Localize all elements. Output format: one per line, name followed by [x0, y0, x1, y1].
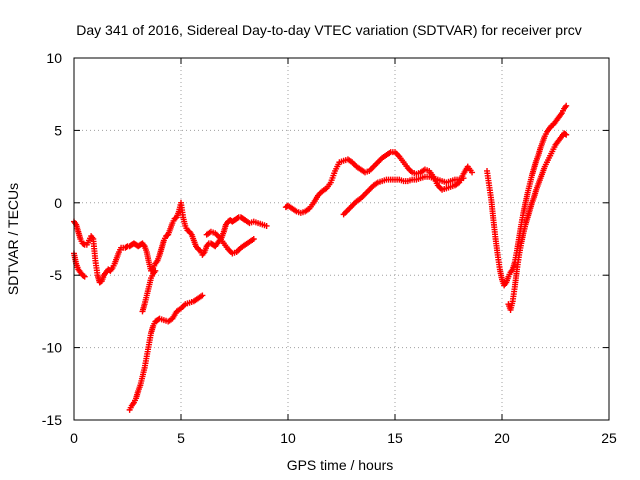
x-tick-label: 25: [601, 430, 617, 446]
data-marks: [71, 102, 570, 413]
data-point: [563, 102, 570, 109]
x-tick-label: 15: [387, 430, 403, 446]
x-tick-labels: 0 5 10 15 20 25: [70, 430, 617, 446]
data-point: [250, 236, 257, 242]
grid-lines: [74, 58, 609, 420]
data-point: [199, 292, 206, 299]
y-tick-label: -10: [42, 340, 62, 356]
data-point: [80, 272, 87, 279]
data-series: [126, 292, 206, 413]
data-point: [80, 241, 87, 248]
x-axis-label: GPS time / hours: [287, 457, 394, 473]
data-series: [505, 130, 570, 313]
chart-title: Day 341 of 2016, Sidereal Day-to-day VTE…: [76, 22, 582, 38]
y-tick-label: -5: [50, 267, 63, 283]
x-tick-label: 20: [494, 430, 510, 446]
y-axis-label: SDTVAR / TECUs: [5, 183, 21, 295]
data-point: [263, 222, 270, 229]
y-tick-label: 5: [54, 122, 62, 138]
data-series: [484, 102, 570, 289]
data-point: [562, 131, 569, 138]
x-tick-label: 5: [177, 430, 185, 446]
data-point: [469, 169, 476, 176]
y-tick-label: 10: [46, 50, 62, 66]
data-series: [71, 199, 270, 286]
data-point: [563, 131, 570, 138]
x-tick-label: 0: [70, 430, 78, 446]
data-series: [203, 228, 257, 257]
y-tick-label: 0: [54, 195, 62, 211]
data-point: [460, 175, 467, 182]
data-series: [71, 250, 88, 280]
plot-frame: [73, 57, 610, 421]
data-point: [123, 243, 130, 250]
data-series: [340, 173, 467, 218]
data-point: [152, 267, 159, 274]
data-point: [81, 273, 88, 280]
axis-ticks: [73, 57, 610, 421]
x-tick-label: 10: [280, 430, 296, 446]
y-tick-label: -15: [42, 412, 62, 428]
data-series: [139, 267, 159, 315]
y-tick-labels: -15 -10 -5 0 5 10: [42, 50, 62, 428]
